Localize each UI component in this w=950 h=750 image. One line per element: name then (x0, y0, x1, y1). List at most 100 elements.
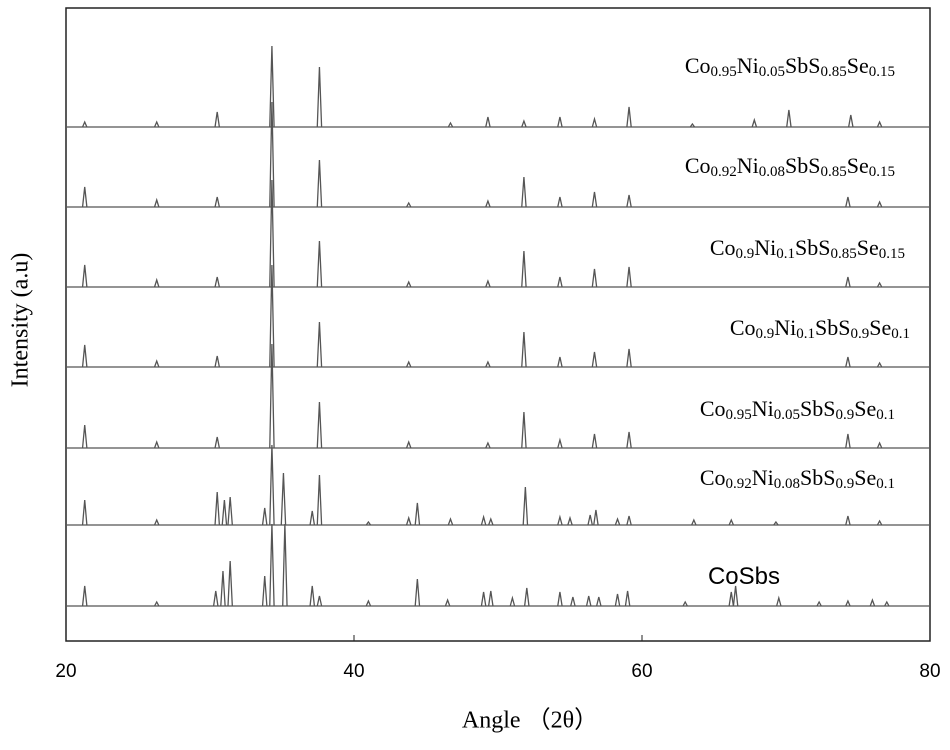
label-part: Se (847, 53, 869, 78)
peak (269, 264, 275, 368)
peak (776, 595, 782, 607)
peak (405, 360, 412, 368)
peak (214, 196, 220, 208)
peak (614, 517, 621, 526)
label-part: SbS (785, 53, 820, 78)
y-axis-label: Intensity (a.u) (8, 253, 34, 388)
peak (365, 520, 372, 526)
peak (557, 116, 563, 128)
peak (845, 356, 851, 368)
label-part: 0.9 (756, 326, 775, 342)
peak (153, 440, 160, 449)
peak (884, 600, 890, 607)
label-part: CoSbs (708, 563, 780, 590)
peak (309, 510, 316, 526)
label-part: 0.15 (869, 64, 895, 80)
peak (316, 321, 323, 368)
peak (261, 507, 268, 526)
peak (227, 560, 233, 607)
peak (614, 593, 621, 607)
peak (593, 509, 599, 526)
peak (626, 106, 632, 128)
peak (480, 591, 487, 607)
label-part: Se (857, 235, 879, 260)
peak (689, 122, 696, 128)
series-label: Co0.92Ni0.08SbS0.85Se0.15 (685, 153, 895, 180)
label-part: Co (700, 396, 726, 421)
peak (521, 331, 527, 368)
peak (845, 515, 851, 526)
peak (845, 276, 851, 288)
x-tick-label: 60 (631, 661, 652, 682)
label-part: 0.95 (711, 64, 737, 80)
label-part: Se (847, 153, 869, 178)
peak (596, 596, 602, 607)
peak (81, 585, 88, 607)
label-part: 0.85 (831, 246, 857, 262)
peak (220, 570, 226, 607)
series-label: Co0.92Ni0.08SbS0.9Se0.1 (700, 465, 895, 492)
label-part: Co (685, 153, 711, 178)
peak (316, 159, 323, 208)
peak (626, 348, 632, 368)
peak (153, 277, 160, 288)
x-axis-label: Angle （2θ） (462, 708, 598, 734)
label-part: 0.85 (821, 64, 847, 80)
label-part: Ni (774, 315, 796, 340)
peak (444, 598, 451, 607)
peak (567, 515, 573, 526)
label-part: 0.92 (726, 476, 752, 492)
peak (269, 444, 275, 526)
peak (523, 587, 530, 607)
label-part: Se (854, 465, 876, 490)
peak (786, 109, 792, 128)
peak (221, 499, 228, 526)
label-part: SbS (800, 396, 835, 421)
peak (214, 491, 221, 526)
label-part: SbS (785, 153, 820, 178)
peak (732, 585, 739, 607)
peak (405, 515, 412, 526)
peak (480, 514, 487, 526)
peak (624, 590, 631, 607)
peak (591, 116, 598, 128)
x-tick-label: 80 (919, 661, 940, 682)
peak (845, 599, 851, 607)
peak (876, 441, 883, 449)
peak (269, 45, 275, 128)
peak (876, 200, 883, 208)
label-part: 0.1 (876, 476, 895, 492)
peak (81, 120, 88, 128)
peak (214, 276, 220, 288)
peak (626, 266, 632, 288)
series-label: Co0.95Ni0.05SbS0.9Se0.1 (700, 396, 895, 423)
label-part: Co (730, 315, 756, 340)
label-part: Se (854, 396, 876, 421)
peak (316, 595, 323, 607)
series-label: Co0.95Ni0.05SbS0.85Se0.15 (685, 53, 895, 80)
peak (845, 433, 851, 449)
peak (570, 596, 576, 607)
peak (848, 114, 854, 128)
label-part: 0.92 (711, 164, 737, 180)
peak (682, 600, 688, 607)
label-part: SbS (795, 235, 830, 260)
peak (557, 196, 563, 208)
peak (269, 101, 275, 208)
peak (876, 361, 883, 368)
peak (214, 111, 221, 128)
peak (869, 598, 876, 607)
peak (876, 519, 883, 526)
peak (509, 595, 516, 607)
label-part: 0.1 (891, 326, 910, 342)
peak (316, 66, 323, 128)
peak (751, 117, 758, 128)
peak (316, 240, 323, 288)
peak (521, 176, 527, 208)
peak (557, 514, 563, 526)
peak (626, 515, 632, 526)
peak (414, 578, 421, 607)
label-part: Se (869, 315, 891, 340)
label-part: 0.1 (776, 246, 795, 262)
